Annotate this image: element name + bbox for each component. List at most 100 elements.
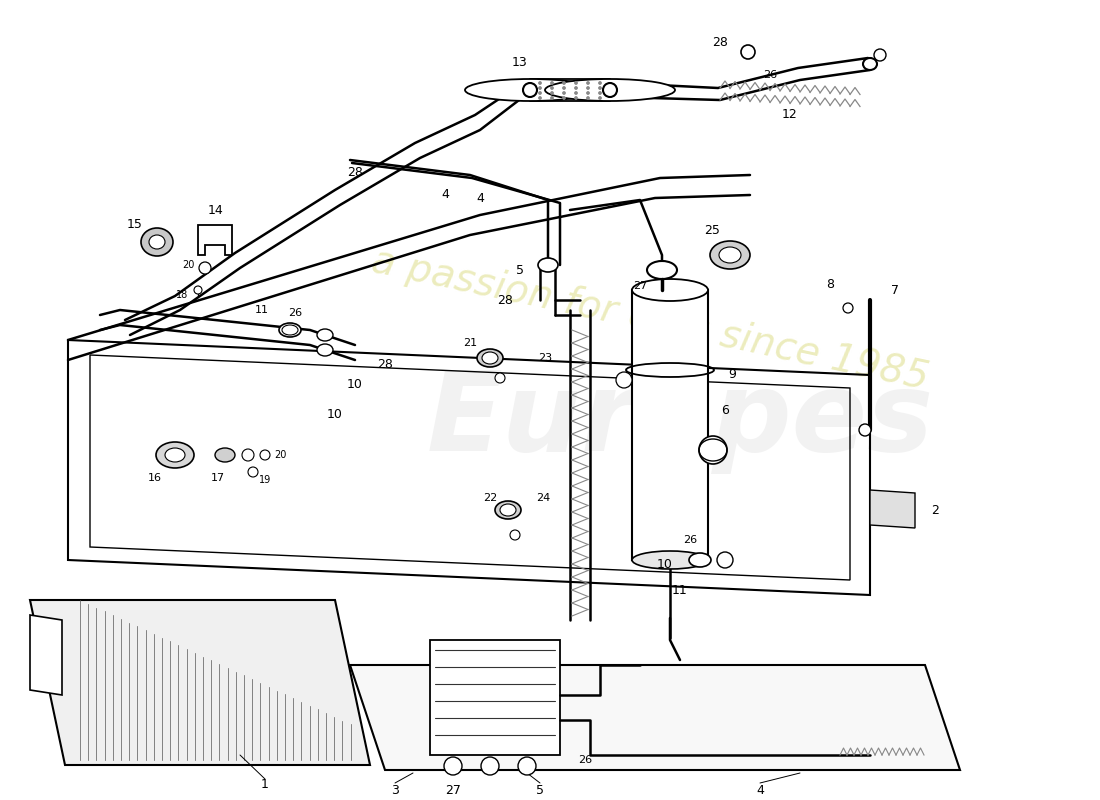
Circle shape — [598, 91, 602, 94]
Text: 28: 28 — [348, 166, 363, 178]
Ellipse shape — [538, 258, 558, 272]
Text: 9: 9 — [728, 369, 736, 382]
Circle shape — [539, 91, 541, 94]
Circle shape — [510, 530, 520, 540]
Circle shape — [598, 97, 602, 99]
Circle shape — [518, 757, 536, 775]
Ellipse shape — [141, 228, 173, 256]
Text: 15: 15 — [128, 218, 143, 230]
Text: 7: 7 — [891, 283, 899, 297]
Ellipse shape — [647, 261, 676, 279]
Circle shape — [550, 86, 553, 90]
Circle shape — [586, 86, 590, 90]
Text: 2: 2 — [931, 503, 939, 517]
Text: 19: 19 — [258, 475, 271, 485]
Circle shape — [843, 303, 852, 313]
Text: 27: 27 — [632, 281, 647, 291]
Ellipse shape — [317, 344, 333, 356]
Circle shape — [586, 82, 590, 85]
Circle shape — [574, 86, 578, 90]
Text: 5: 5 — [536, 783, 544, 797]
Circle shape — [199, 262, 211, 274]
Text: 11: 11 — [255, 305, 270, 315]
Circle shape — [598, 86, 602, 90]
Text: 27: 27 — [446, 783, 461, 797]
Circle shape — [550, 82, 553, 85]
Text: 6: 6 — [722, 403, 729, 417]
Ellipse shape — [522, 83, 537, 97]
Text: 26: 26 — [288, 308, 302, 318]
Ellipse shape — [317, 329, 333, 341]
Text: 10: 10 — [348, 378, 363, 391]
Circle shape — [260, 450, 270, 460]
Ellipse shape — [279, 323, 301, 337]
Ellipse shape — [864, 58, 877, 70]
Circle shape — [562, 91, 565, 94]
Circle shape — [539, 86, 541, 90]
Text: 20: 20 — [183, 260, 195, 270]
Polygon shape — [198, 225, 232, 255]
Circle shape — [495, 373, 505, 383]
Text: 26: 26 — [578, 755, 592, 765]
Circle shape — [242, 449, 254, 461]
Polygon shape — [30, 615, 62, 695]
Circle shape — [194, 286, 202, 294]
Text: 28: 28 — [712, 35, 728, 49]
Text: 21: 21 — [463, 338, 477, 348]
Polygon shape — [870, 490, 915, 528]
Circle shape — [574, 91, 578, 94]
Ellipse shape — [632, 279, 708, 301]
Text: a passion for cars since 1985: a passion for cars since 1985 — [368, 242, 932, 398]
Text: 17: 17 — [211, 473, 226, 483]
Ellipse shape — [603, 83, 617, 97]
Ellipse shape — [710, 241, 750, 269]
Ellipse shape — [689, 553, 711, 567]
Circle shape — [598, 82, 602, 85]
Bar — [632, 290, 708, 560]
Circle shape — [874, 49, 886, 61]
Text: 5: 5 — [516, 263, 524, 277]
Ellipse shape — [148, 235, 165, 249]
Text: 4: 4 — [476, 191, 484, 205]
Circle shape — [586, 91, 590, 94]
Ellipse shape — [719, 247, 741, 263]
Text: 23: 23 — [538, 353, 552, 363]
Text: 13: 13 — [513, 55, 528, 69]
Ellipse shape — [214, 448, 235, 462]
Circle shape — [698, 436, 727, 464]
Circle shape — [550, 91, 553, 94]
Text: 10: 10 — [657, 558, 673, 571]
Text: 10: 10 — [327, 409, 343, 422]
Text: 26: 26 — [763, 70, 777, 80]
Text: 1: 1 — [261, 778, 268, 791]
Text: 18: 18 — [176, 290, 188, 300]
Text: 4: 4 — [441, 189, 449, 202]
Text: 3: 3 — [392, 783, 399, 797]
Circle shape — [539, 82, 541, 85]
Text: 22: 22 — [483, 493, 497, 503]
Text: 25: 25 — [704, 223, 719, 237]
Text: 28: 28 — [497, 294, 513, 306]
Text: 26: 26 — [683, 535, 697, 545]
Text: 12: 12 — [782, 109, 797, 122]
Circle shape — [550, 97, 553, 99]
Circle shape — [616, 372, 632, 388]
Text: 8: 8 — [826, 278, 834, 291]
Text: 4: 4 — [756, 783, 763, 797]
Circle shape — [562, 97, 565, 99]
Circle shape — [586, 97, 590, 99]
Ellipse shape — [282, 325, 298, 335]
Circle shape — [574, 97, 578, 99]
Ellipse shape — [544, 79, 675, 101]
Ellipse shape — [465, 79, 595, 101]
Circle shape — [717, 552, 733, 568]
Circle shape — [574, 82, 578, 85]
Ellipse shape — [500, 504, 516, 516]
Text: 20: 20 — [274, 450, 286, 460]
Circle shape — [741, 45, 755, 59]
Ellipse shape — [165, 448, 185, 462]
Circle shape — [539, 97, 541, 99]
Circle shape — [562, 82, 565, 85]
Polygon shape — [430, 640, 560, 755]
Polygon shape — [30, 600, 370, 765]
